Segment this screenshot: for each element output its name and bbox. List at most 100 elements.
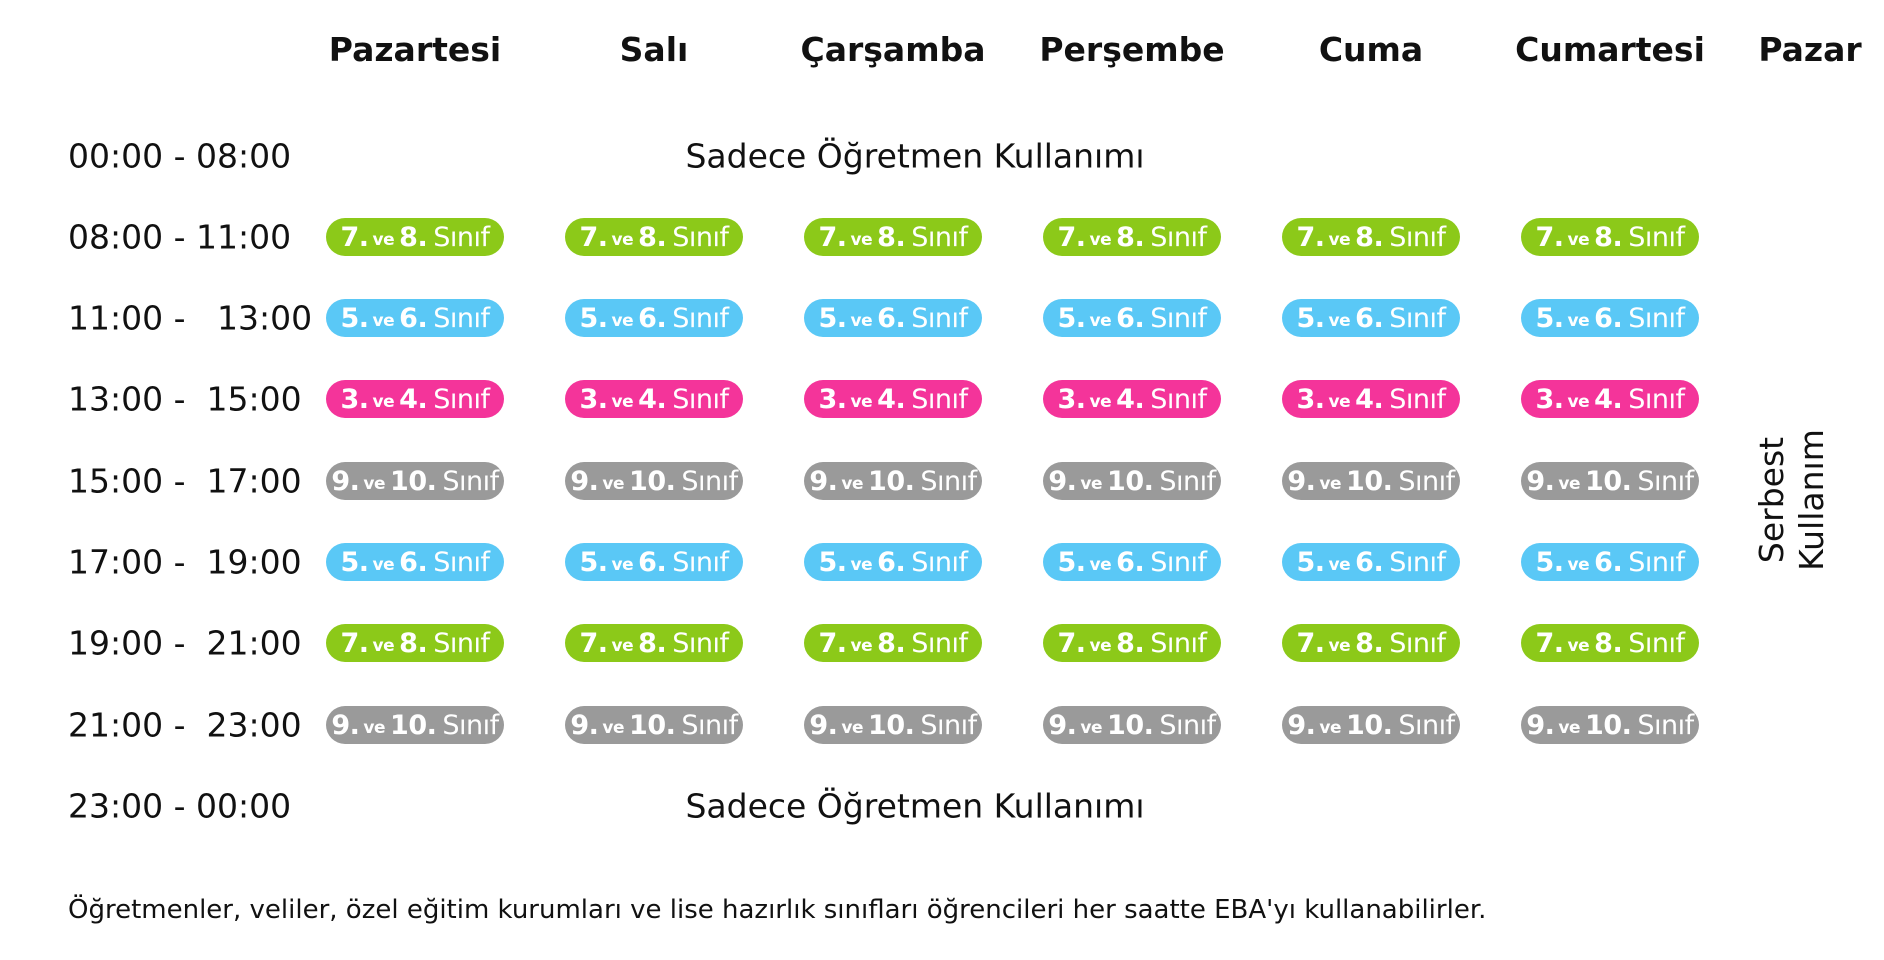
class-pill: 9. ve 10. Sınıf: [1282, 462, 1460, 500]
class-pill: 7. ve 8. Sınıf: [1282, 218, 1460, 256]
time-slot-label: 15:00 - 17:00: [68, 461, 302, 501]
class-ve-connector: ve: [1319, 474, 1342, 494]
class-sinif-label: Sınıf: [1389, 302, 1446, 334]
class-grade-end: 4: [877, 383, 896, 415]
class-ve-connector: ve: [372, 230, 395, 250]
class-grade-start: 7: [1535, 627, 1554, 659]
class-sinif-label: Sınıf: [920, 709, 977, 741]
class-grade-end: 10: [1346, 465, 1383, 497]
class-ve-connector: ve: [1089, 311, 1112, 331]
class-ve-connector: ve: [1080, 718, 1103, 738]
class-pill: 7. ve 8. Sınıf: [804, 624, 982, 662]
class-ve-connector: ve: [841, 474, 864, 494]
class-pill: 7. ve 8. Sınıf: [804, 218, 982, 256]
class-pill: 9. ve 10. Sınıf: [1521, 462, 1699, 500]
class-ve-connector: ve: [611, 392, 634, 412]
teacher-only-banner-night: Sadece Öğretmen Kullanımı: [685, 786, 1145, 826]
class-grade-end: 10: [868, 465, 905, 497]
class-grade-start: 5: [818, 302, 837, 334]
time-slot-label: 19:00 - 21:00: [68, 623, 302, 663]
class-grade-start: 9: [331, 709, 350, 741]
class-grade-start: 9: [1526, 709, 1545, 741]
class-sinif-label: Sınıf: [672, 302, 729, 334]
class-grade-start: 5: [579, 546, 598, 578]
class-pill: 9. ve 10. Sınıf: [804, 462, 982, 500]
class-grade-start: 7: [579, 221, 598, 253]
class-ve-connector: ve: [1080, 474, 1103, 494]
class-grade-end: 4: [638, 383, 657, 415]
class-ve-connector: ve: [841, 718, 864, 738]
class-grade-end: 4: [1594, 383, 1613, 415]
class-pill: 5. ve 6. Sınıf: [1521, 543, 1699, 581]
class-ve-connector: ve: [850, 555, 873, 575]
class-grade-start: 5: [1535, 302, 1554, 334]
class-grade-start: 5: [1057, 302, 1076, 334]
class-grade-end: 8: [638, 221, 657, 253]
class-pill: 9. ve 10. Sınıf: [565, 462, 743, 500]
time-slot-label: 11:00 - 13:00: [68, 298, 313, 338]
class-grade-start: 9: [331, 465, 350, 497]
class-ve-connector: ve: [1567, 230, 1590, 250]
class-ve-connector: ve: [602, 718, 625, 738]
class-grade-start: 5: [818, 546, 837, 578]
class-grade-start: 5: [340, 546, 359, 578]
class-grade-end: 8: [1116, 627, 1135, 659]
class-grade-end: 6: [1594, 302, 1613, 334]
day-header-saturday: Cumartesi: [1515, 30, 1705, 69]
class-ve-connector: ve: [611, 636, 634, 656]
class-sinif-label: Sınıf: [1159, 465, 1216, 497]
class-grade-end: 10: [1346, 709, 1383, 741]
class-pill: 7. ve 8. Sınıf: [1521, 218, 1699, 256]
class-sinif-label: Sınıf: [1628, 302, 1685, 334]
class-ve-connector: ve: [1328, 230, 1351, 250]
class-ve-connector: ve: [363, 474, 386, 494]
class-sinif-label: Sınıf: [911, 383, 968, 415]
class-sinif-label: Sınıf: [920, 465, 977, 497]
day-header-monday: Pazartesi: [328, 30, 502, 69]
class-ve-connector: ve: [611, 311, 634, 331]
class-sinif-label: Sınıf: [672, 221, 729, 253]
class-grade-start: 5: [1296, 546, 1315, 578]
class-grade-end: 6: [399, 546, 418, 578]
class-grade-start: 3: [818, 383, 837, 415]
class-grade-end: 10: [629, 465, 666, 497]
class-grade-start: 5: [1535, 546, 1554, 578]
class-grade-start: 9: [570, 709, 589, 741]
class-grade-start: 3: [579, 383, 598, 415]
class-pill: 9. ve 10. Sınıf: [1521, 706, 1699, 744]
class-ve-connector: ve: [1567, 392, 1590, 412]
class-grade-end: 4: [1116, 383, 1135, 415]
class-ve-connector: ve: [1558, 718, 1581, 738]
class-ve-connector: ve: [1328, 392, 1351, 412]
class-grade-end: 8: [877, 627, 896, 659]
class-grade-end: 6: [638, 302, 657, 334]
footer-note: Öğretmenler, veliler, özel eğitim kuruml…: [68, 895, 1487, 925]
class-ve-connector: ve: [1089, 392, 1112, 412]
teacher-only-banner-morning: Sadece Öğretmen Kullanımı: [685, 136, 1145, 176]
class-sinif-label: Sınıf: [1398, 465, 1455, 497]
class-grade-start: 9: [1287, 465, 1306, 497]
class-grade-end: 8: [399, 221, 418, 253]
class-ve-connector: ve: [372, 555, 395, 575]
class-pill: 5. ve 6. Sınıf: [1282, 543, 1460, 581]
class-sinif-label: Sınıf: [1389, 546, 1446, 578]
class-sinif-label: Sınıf: [433, 546, 490, 578]
time-slot-label: 00:00 - 08:00: [68, 136, 292, 176]
class-sinif-label: Sınıf: [442, 465, 499, 497]
class-ve-connector: ve: [1567, 555, 1590, 575]
class-pill: 7. ve 8. Sınıf: [565, 624, 743, 662]
class-grade-start: 9: [1048, 465, 1067, 497]
class-sinif-label: Sınıf: [1637, 709, 1694, 741]
class-sinif-label: Sınıf: [681, 465, 738, 497]
class-grade-start: 7: [579, 627, 598, 659]
class-grade-start: 9: [1048, 709, 1067, 741]
class-grade-start: 3: [1057, 383, 1076, 415]
class-grade-end: 10: [1585, 465, 1622, 497]
class-grade-end: 4: [399, 383, 418, 415]
time-slot-label: 17:00 - 19:00: [68, 542, 302, 582]
class-pill: 5. ve 6. Sınıf: [1521, 299, 1699, 337]
class-ve-connector: ve: [850, 230, 873, 250]
class-grade-start: 3: [1535, 383, 1554, 415]
class-grade-end: 10: [629, 709, 666, 741]
class-grade-end: 6: [1594, 546, 1613, 578]
